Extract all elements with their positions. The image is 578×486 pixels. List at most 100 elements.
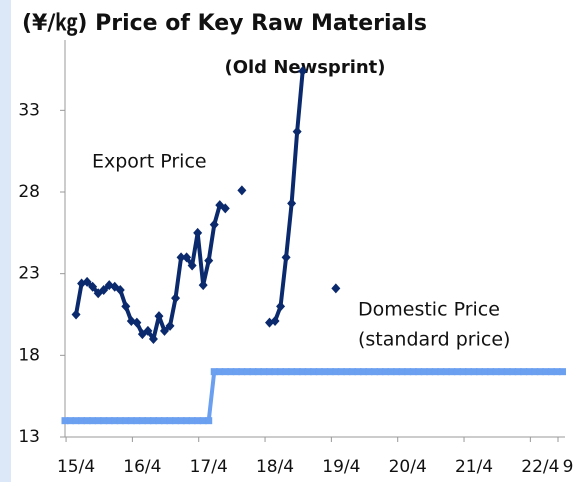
x-tick-label: 15/4: [57, 457, 95, 477]
point: [558, 368, 566, 376]
point: [398, 368, 406, 376]
point: [536, 368, 544, 376]
point: [143, 325, 153, 336]
point: [204, 255, 214, 266]
point: [437, 368, 445, 376]
point: [133, 417, 141, 425]
point: [100, 417, 108, 425]
point: [154, 311, 164, 322]
point: [459, 368, 467, 376]
point: [332, 368, 340, 376]
point: [509, 368, 517, 376]
point: [266, 368, 274, 376]
point: [426, 368, 434, 376]
point: [94, 417, 102, 425]
point: [260, 368, 268, 376]
point: [492, 368, 500, 376]
point: [326, 368, 334, 376]
point: [271, 368, 279, 376]
x-tick-label: 17/4: [190, 457, 228, 477]
point: [176, 252, 186, 263]
point: [310, 368, 318, 376]
y-tick-label: 13: [18, 427, 40, 447]
point: [138, 417, 146, 425]
y-tick-label: 23: [18, 264, 40, 284]
x-tick-label: 20/4: [389, 457, 427, 477]
point: [78, 417, 86, 425]
point: [232, 368, 240, 376]
point: [304, 368, 312, 376]
point: [183, 417, 191, 425]
y-tick-label: 28: [18, 182, 40, 202]
point: [182, 252, 192, 263]
point: [227, 368, 235, 376]
x-tick-label: 18/4: [256, 457, 294, 477]
point: [220, 203, 230, 214]
point: [553, 368, 561, 376]
point: [188, 417, 196, 425]
point: [132, 317, 142, 328]
point: [89, 417, 97, 425]
point: [315, 368, 323, 376]
point: [299, 368, 307, 376]
point: [343, 368, 351, 376]
point: [448, 368, 456, 376]
point: [209, 219, 219, 230]
point: [205, 417, 213, 425]
point: [442, 368, 450, 376]
point: [166, 417, 174, 425]
side-band: [0, 0, 11, 482]
series-line: [65, 369, 563, 423]
point: [210, 368, 218, 376]
point: [249, 368, 257, 376]
point: [382, 368, 390, 376]
point: [288, 368, 296, 376]
point: [83, 417, 91, 425]
point: [193, 227, 203, 238]
point: [498, 368, 506, 376]
point: [270, 316, 280, 327]
point: [165, 320, 175, 331]
annotation: Domestic Price: [358, 299, 500, 321]
point: [88, 281, 98, 292]
point: [127, 417, 135, 425]
point: [159, 325, 169, 336]
point: [105, 417, 113, 425]
point: [177, 417, 185, 425]
point: [71, 309, 81, 320]
chart-title: (¥/㎏) Price of Key Raw Materials: [22, 11, 427, 37]
point: [542, 368, 550, 376]
point: [144, 417, 152, 425]
chart-subtitle: (Old Newsprint): [224, 57, 385, 78]
point: [453, 368, 461, 376]
point: [476, 368, 484, 376]
point: [465, 368, 473, 376]
point: [525, 368, 533, 376]
x-tick-label: 19/4: [322, 457, 360, 477]
point: [277, 368, 285, 376]
point: [237, 185, 247, 196]
point: [503, 368, 511, 376]
point: [337, 368, 345, 376]
point: [149, 417, 157, 425]
point: [199, 417, 207, 425]
x-tick-label: 9: [563, 457, 574, 477]
point: [371, 368, 379, 376]
point: [148, 334, 158, 344]
x-tick-label: 22/4: [521, 457, 559, 477]
point: [221, 368, 229, 376]
point: [365, 368, 373, 376]
point: [116, 417, 124, 425]
point: [254, 368, 262, 376]
point: [348, 368, 356, 376]
point: [122, 417, 130, 425]
x-tick-label: 21/4: [455, 457, 493, 477]
point: [155, 417, 163, 425]
point: [198, 280, 208, 291]
point: [359, 368, 367, 376]
point: [331, 283, 341, 294]
point: [487, 368, 495, 376]
point: [282, 368, 290, 376]
point: [376, 368, 384, 376]
point: [415, 368, 423, 376]
